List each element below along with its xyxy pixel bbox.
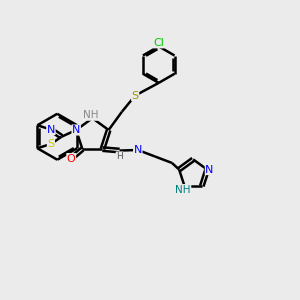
- Text: O: O: [67, 154, 76, 164]
- Text: NH: NH: [175, 184, 191, 195]
- Text: N: N: [134, 145, 142, 155]
- Text: N: N: [205, 165, 214, 175]
- Text: S: S: [47, 139, 55, 149]
- Text: Cl: Cl: [153, 38, 164, 48]
- Text: S: S: [132, 91, 139, 100]
- Text: N: N: [72, 125, 80, 135]
- Text: H: H: [116, 152, 123, 161]
- Text: NH: NH: [83, 110, 99, 120]
- Text: N: N: [47, 124, 55, 134]
